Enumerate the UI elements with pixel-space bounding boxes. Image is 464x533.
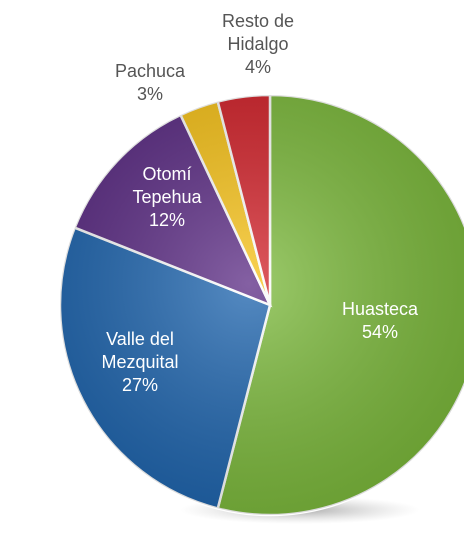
value-label: 27% [121, 375, 159, 395]
category-label: Resto de Hidalgo [221, 11, 295, 54]
category-label: Huasteca [341, 299, 419, 319]
slice-label: Otomí Tepehua 12% [122, 163, 212, 232]
slice-label: Valle del Mezquital 27% [85, 328, 195, 397]
category-label: Pachuca [114, 61, 186, 81]
value-label: 4% [244, 57, 271, 77]
slice-label: Pachuca 3% [105, 60, 195, 106]
category-label: Otomí Tepehua [132, 164, 202, 207]
value-label: 54% [361, 322, 399, 342]
value-label: 12% [148, 210, 186, 230]
slice-label: Huasteca 54% [320, 298, 440, 344]
slice-label: Resto de Hidalgo 4% [208, 10, 308, 79]
category-label: Valle del Mezquital [101, 329, 179, 372]
value-label: 3% [136, 84, 163, 104]
